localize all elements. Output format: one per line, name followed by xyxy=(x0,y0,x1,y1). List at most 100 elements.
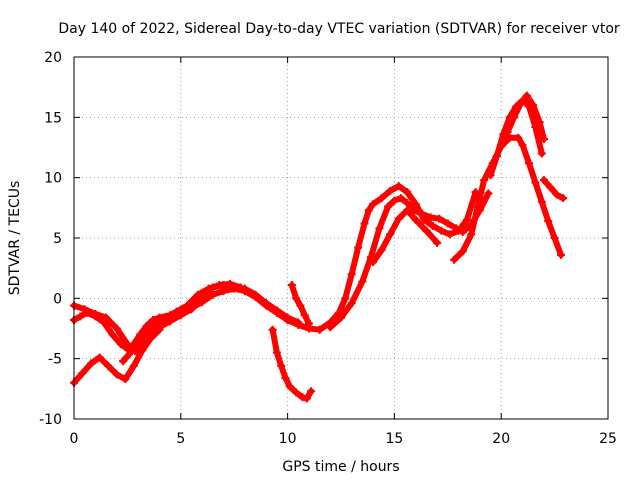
data-point xyxy=(516,100,525,109)
data-point xyxy=(544,217,553,226)
data-point xyxy=(484,189,493,198)
data-point xyxy=(354,243,363,252)
data-point xyxy=(204,284,213,293)
data-point xyxy=(142,322,151,331)
data-point xyxy=(557,250,566,259)
data-point xyxy=(187,305,196,314)
data-point xyxy=(304,319,313,328)
data-point xyxy=(87,359,96,368)
data-point xyxy=(422,226,431,235)
data-point xyxy=(514,133,523,142)
data-point xyxy=(347,270,356,279)
data-point xyxy=(292,294,301,303)
y-tick-labels: -10 -5 0 5 10 15 20 xyxy=(39,50,62,428)
data-point xyxy=(503,127,512,136)
x-tick-label: 20 xyxy=(492,431,510,447)
y-tick-label: 5 xyxy=(53,231,62,247)
data-point xyxy=(428,221,437,230)
data-point xyxy=(91,310,100,319)
y-axis-label: SDTVAR / TECUs xyxy=(7,181,23,296)
data-point xyxy=(298,393,307,402)
data-point xyxy=(411,215,420,224)
data-point xyxy=(78,369,87,378)
data-point xyxy=(121,375,130,384)
data-point xyxy=(302,394,311,403)
data-point xyxy=(386,186,395,195)
y-tick-label: 15 xyxy=(44,110,62,126)
data-series xyxy=(70,91,568,403)
x-tick-label: 25 xyxy=(599,431,617,447)
data-point xyxy=(467,230,476,239)
data-point xyxy=(364,206,373,215)
data-point xyxy=(347,299,356,308)
data-point xyxy=(369,258,378,267)
series-line-arc-12 xyxy=(498,92,547,150)
data-point xyxy=(480,176,489,185)
series-line-arc-10 xyxy=(451,134,564,263)
data-point xyxy=(149,316,158,325)
data-point xyxy=(283,313,292,322)
data-point xyxy=(281,373,290,382)
data-point xyxy=(193,290,202,299)
data-point xyxy=(296,301,305,310)
data-point xyxy=(136,337,145,346)
data-point xyxy=(76,312,85,321)
data-point xyxy=(383,202,392,211)
data-point xyxy=(458,227,467,236)
data-point xyxy=(104,361,113,370)
data-point xyxy=(486,171,495,180)
data-point xyxy=(518,141,527,150)
data-point xyxy=(377,246,386,255)
data-point xyxy=(452,224,461,233)
data-point xyxy=(473,202,482,211)
x-tick-label: 10 xyxy=(279,431,297,447)
data-point xyxy=(119,357,128,366)
data-point xyxy=(272,306,281,315)
data-point xyxy=(161,313,170,322)
data-point xyxy=(443,219,452,228)
data-point xyxy=(450,255,459,264)
x-axis-label: GPS time / hours xyxy=(282,459,399,475)
data-point xyxy=(445,230,454,239)
data-point xyxy=(326,323,335,332)
data-point xyxy=(546,183,555,192)
data-point xyxy=(112,324,121,333)
data-point xyxy=(272,348,281,357)
data-point xyxy=(426,213,435,222)
x-tick-label: 15 xyxy=(385,431,403,447)
data-point xyxy=(537,149,546,158)
data-point xyxy=(535,118,544,127)
data-point xyxy=(377,194,386,203)
data-point xyxy=(300,311,309,320)
y-tick-label: 0 xyxy=(53,291,62,307)
data-point xyxy=(208,290,217,299)
data-point xyxy=(315,325,324,334)
data-point xyxy=(386,230,395,239)
data-point xyxy=(112,370,121,379)
data-point xyxy=(510,113,519,122)
data-point xyxy=(394,214,403,223)
data-point xyxy=(307,387,316,396)
data-point xyxy=(492,151,501,160)
grid xyxy=(74,57,608,419)
data-point xyxy=(292,388,301,397)
y-tick-label: -10 xyxy=(39,412,62,428)
data-point xyxy=(463,215,472,224)
y-tick-label: -5 xyxy=(48,352,62,368)
data-point xyxy=(341,294,350,303)
data-point xyxy=(522,91,531,100)
data-point xyxy=(552,190,561,199)
data-point xyxy=(172,307,181,316)
data-point xyxy=(215,281,224,290)
series-line-arc-9 xyxy=(370,207,441,266)
x-tick-label: 5 xyxy=(176,431,185,447)
data-point xyxy=(80,305,89,314)
data-point xyxy=(138,346,147,355)
data-point xyxy=(418,209,427,218)
data-point xyxy=(394,182,403,191)
data-point xyxy=(390,196,399,205)
data-point xyxy=(550,234,559,242)
data-point xyxy=(529,101,538,110)
data-point xyxy=(396,194,405,203)
data-point xyxy=(144,328,153,337)
